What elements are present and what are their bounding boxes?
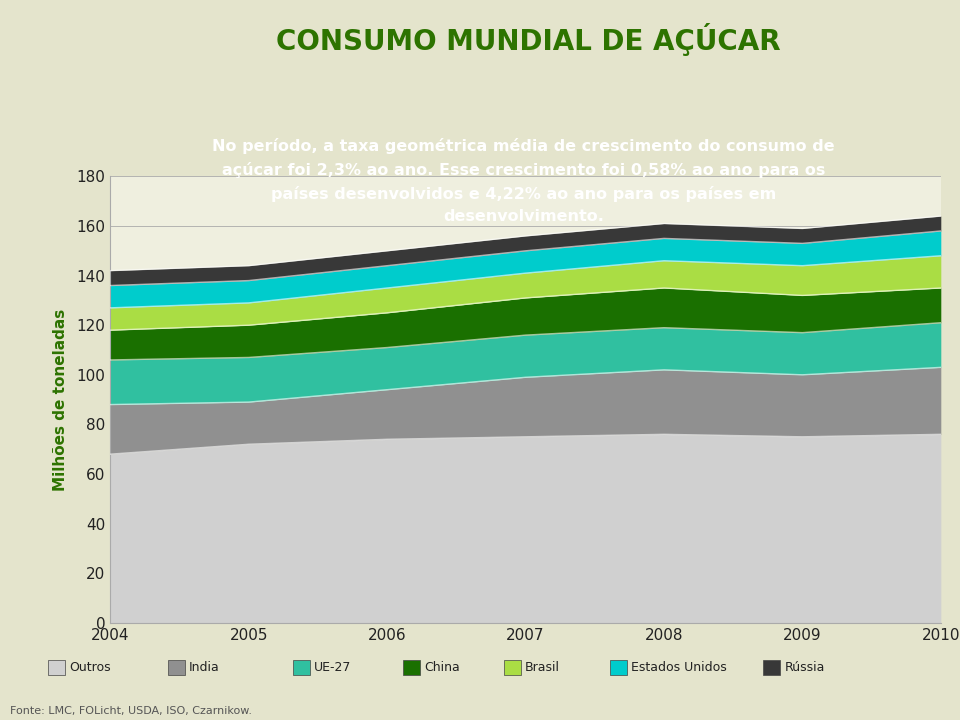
Text: India: India: [189, 661, 220, 674]
Y-axis label: Milhões de toneladas: Milhões de toneladas: [53, 308, 68, 491]
Text: Estados Unidos: Estados Unidos: [631, 661, 727, 674]
Text: UE-27: UE-27: [314, 661, 351, 674]
Text: No período, a taxa geométrica média de crescimento do consumo de
açúcar foi 2,3%: No período, a taxa geométrica média de c…: [212, 138, 834, 224]
Text: China: China: [424, 661, 460, 674]
Text: Outros: Outros: [69, 661, 110, 674]
Text: Rússia: Rússia: [784, 661, 825, 674]
Text: Brasil: Brasil: [525, 661, 560, 674]
Text: Fonte: LMC, FOLicht, USDA, ISO, Czarnikow.: Fonte: LMC, FOLicht, USDA, ISO, Czarniko…: [10, 706, 252, 716]
Text: CONSUMO MUNDIAL DE AÇÚCAR: CONSUMO MUNDIAL DE AÇÚCAR: [276, 23, 780, 56]
